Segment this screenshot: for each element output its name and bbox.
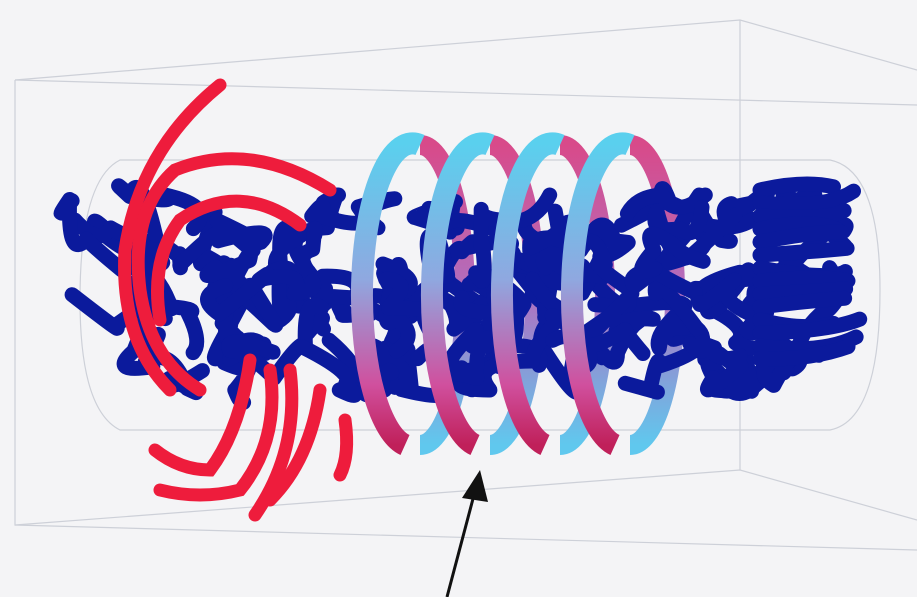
blue-line <box>760 278 848 281</box>
visualization <box>0 0 917 597</box>
page: (() => { const svg = document.getElement… <box>0 0 917 597</box>
blue-line <box>760 184 833 190</box>
blue-line <box>760 298 845 307</box>
red-line <box>340 420 347 475</box>
blue-line <box>760 248 847 255</box>
